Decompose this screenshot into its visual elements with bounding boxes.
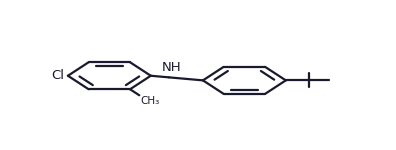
Text: NH: NH: [162, 61, 181, 75]
Text: CH₃: CH₃: [141, 96, 160, 106]
Text: Cl: Cl: [51, 69, 64, 82]
